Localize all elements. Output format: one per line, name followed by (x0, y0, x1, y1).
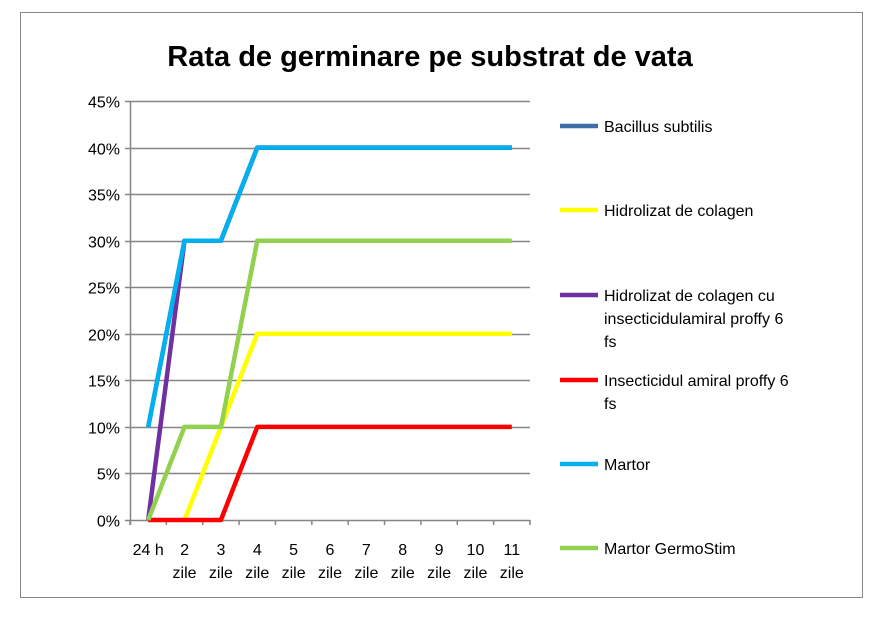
x-tick-label: zile (427, 565, 451, 582)
y-tick-label: 0% (97, 514, 120, 531)
y-tick-label: 30% (88, 235, 120, 252)
legend-label: Bacillus subtilis (604, 119, 712, 136)
x-tick-label: 10 (467, 542, 485, 559)
x-tick-label: zile (245, 565, 269, 582)
legend-item: Hidrolizat de colagen (560, 203, 753, 220)
x-tick-label: 11 (504, 542, 521, 559)
y-tick-label: 25% (88, 281, 120, 298)
series-line (145, 145, 512, 428)
legend-item: Martor (560, 457, 651, 474)
legend-label: Martor GermoStim (604, 541, 736, 558)
series-line (146, 238, 512, 521)
legend-item: Insecticidul amiral proffy 6 fs (560, 373, 789, 413)
legend-label: Martor (604, 457, 651, 474)
y-tick-label: 5% (97, 467, 120, 484)
legend-label: Hidrolizat de colagen cu (604, 288, 775, 305)
legend-item: Martor GermoStim (560, 541, 736, 558)
legend-label: Insecticidul amiral proffy 6 (604, 373, 789, 390)
legend-label: fs (604, 334, 616, 351)
chart-title: Rata de germinare pe substrat de vata (167, 41, 693, 73)
legend-label: insecticidulamiral proffy 6 (604, 311, 783, 328)
x-tick-label: zile (354, 565, 378, 582)
x-tick-label: zile (209, 565, 233, 582)
y-tick-label: 40% (88, 142, 120, 159)
x-tick-label: 2 (180, 542, 189, 559)
series-line (148, 424, 512, 523)
y-tick-label: 20% (88, 328, 120, 345)
series-line (182, 331, 512, 521)
legend-label: Hidrolizat de colagen (604, 203, 753, 220)
x-tick-label: zile (173, 565, 197, 582)
chart-frame (20, 12, 863, 598)
x-tick-label: 3 (216, 542, 225, 559)
legend-item: Hidrolizat de colagen cu insecticidulamir… (560, 288, 783, 351)
x-tick-label: zile (391, 565, 415, 582)
x-tick-label: 7 (362, 542, 371, 559)
x-tick-label: zile (318, 565, 342, 582)
x-tick-label: 9 (435, 542, 444, 559)
x-tick-label: 5 (289, 542, 298, 559)
x-tick-label: zile (463, 565, 487, 582)
x-tick-label: 8 (398, 542, 407, 559)
x-tick-label: 6 (326, 542, 335, 559)
x-tick-label: 24 h (133, 542, 164, 559)
y-tick-label: 10% (88, 421, 120, 438)
x-tick-label: zile (500, 565, 524, 582)
y-tick-label: 15% (88, 374, 120, 391)
y-tick-label: 35% (88, 188, 120, 205)
x-tick-label: zile (282, 565, 306, 582)
legend-label: fs (604, 396, 616, 413)
y-tick-label: 45% (88, 95, 120, 112)
x-tick-label: 4 (253, 542, 262, 559)
legend-item: Bacillus subtilis (560, 119, 712, 136)
